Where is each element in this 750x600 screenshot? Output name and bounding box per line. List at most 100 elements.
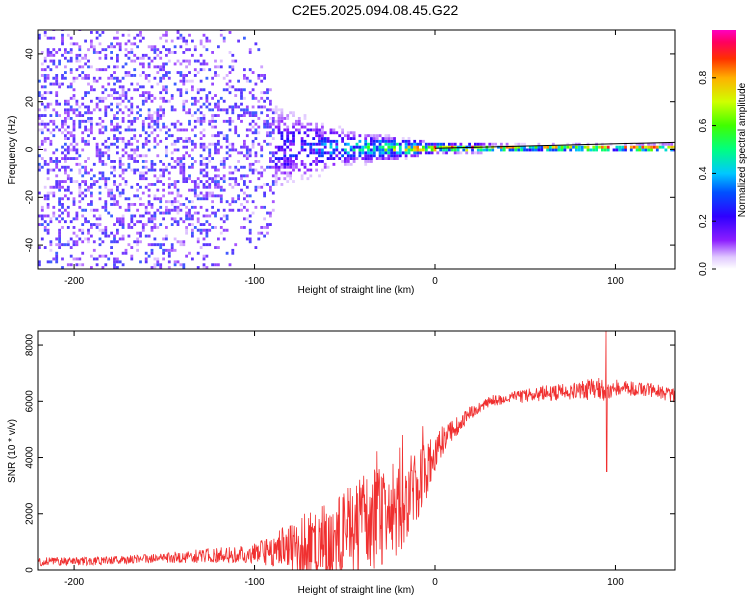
spectrogram-cell <box>240 177 243 181</box>
spectrogram-cell <box>217 114 220 117</box>
spectrogram-cell <box>271 108 275 112</box>
spectrogram-cell <box>321 154 324 158</box>
spectrogram-cell <box>318 148 321 152</box>
spectrogram-cell <box>159 223 163 226</box>
spectrogram-cell <box>234 168 238 172</box>
spectrogram-cell <box>537 148 541 152</box>
spectrogram-cell <box>257 131 261 135</box>
spectrogram-cell <box>629 148 633 152</box>
spectrogram-cell <box>208 177 212 181</box>
spectrogram-cell <box>107 154 111 158</box>
figure-title: C2E5.2025.094.08.45.G22 <box>292 2 459 18</box>
spectrogram-cell <box>55 260 59 264</box>
spectrogram-cell <box>193 226 197 229</box>
spectrogram-cell <box>130 203 134 206</box>
spectrogram-cell <box>55 99 59 103</box>
spectrogram-cell <box>370 160 373 163</box>
spectrogram-cell <box>271 165 275 169</box>
spectrogram-cell <box>352 137 356 140</box>
spectrogram-cell <box>248 114 252 117</box>
spectrogram-cell <box>251 139 255 143</box>
spectrogram-cell <box>92 162 96 166</box>
spectrogram-cell <box>202 263 206 267</box>
spectrogram-cell <box>182 102 186 106</box>
spectrogram-cell <box>46 203 50 206</box>
spectrogram-cell <box>182 180 186 183</box>
spectrogram-cell <box>156 177 160 181</box>
spectrogram-cell <box>116 260 119 264</box>
spectrogram-cell <box>72 137 76 140</box>
spectrogram-cell <box>78 65 82 69</box>
spectrogram-cell <box>81 131 85 135</box>
spectrogram-cell <box>286 131 290 135</box>
spectrogram-cell <box>95 180 99 183</box>
spectrogram-cell <box>188 139 191 143</box>
spectrogram-cell <box>40 74 44 77</box>
spectrogram-cell <box>66 117 70 120</box>
spectrogram-cell <box>248 162 252 166</box>
spectrogram-cell <box>217 151 220 155</box>
spectrogram-cell <box>266 231 269 235</box>
spectrogram-cell <box>182 240 186 244</box>
spectrogram-cell <box>549 145 552 149</box>
spectrogram-cell <box>390 157 393 160</box>
spectrogram-cell <box>69 71 73 74</box>
spectrogram-cell <box>75 148 79 152</box>
spectrogram-cell <box>101 231 105 235</box>
spectrogram-cell <box>260 154 264 158</box>
spectrogram-cell <box>390 148 393 152</box>
spectrogram-cell <box>113 114 116 117</box>
spectrogram-cell <box>621 145 624 149</box>
spectrogram-cell <box>297 168 301 172</box>
spectrogram-cell <box>419 151 422 155</box>
colorbar-tick-label: 0.2 <box>698 214 709 228</box>
y-tick-label: 4000 <box>25 446 36 469</box>
spectrogram-cell <box>81 137 85 140</box>
spectrogram-cell <box>141 171 145 175</box>
spectrogram-cell <box>274 168 278 172</box>
spectrogram-cell <box>312 160 316 163</box>
spectrogram-cell <box>300 160 304 163</box>
spectrogram-cell <box>185 111 188 115</box>
spectrogram-cell <box>121 33 125 37</box>
spectrogram-cell <box>341 128 344 132</box>
spectrogram-cell <box>118 205 122 209</box>
spectrogram-cell <box>49 260 53 264</box>
spectrogram-cell <box>375 157 379 160</box>
spectrogram-cell <box>179 171 183 175</box>
spectrogram-cell <box>133 240 137 244</box>
spectrogram-cell <box>341 154 344 158</box>
spectrogram-cell <box>251 211 255 215</box>
spectrogram-cell <box>219 177 223 181</box>
spectrogram-cell <box>92 183 96 186</box>
spectrogram-cell <box>72 125 76 129</box>
spectrogram-cell <box>344 142 347 146</box>
spectrogram-cell <box>176 137 180 140</box>
spectrogram-cell <box>237 105 240 109</box>
spectrogram-cell <box>165 33 168 37</box>
spectrogram-cell <box>90 39 93 43</box>
spectrogram-cell <box>191 79 194 83</box>
spectrogram-cell <box>170 183 174 186</box>
spectrogram-cell <box>393 157 396 160</box>
spectrogram-cell <box>225 145 229 149</box>
spectrogram-cell <box>205 99 209 103</box>
spectrogram-cell <box>40 165 44 169</box>
spectrogram-cell <box>170 191 174 195</box>
spectrogram-cell <box>69 82 73 86</box>
spectrogram-cell <box>407 145 411 149</box>
spectrogram-cell <box>113 76 116 80</box>
spectrogram-cell <box>280 145 284 149</box>
y-tick-label: 0 <box>25 146 36 152</box>
spectrogram-zero-trace <box>434 141 675 149</box>
spectrogram-cell <box>153 168 157 172</box>
spectrogram-cell <box>147 94 151 97</box>
spectrogram-cell <box>133 194 137 198</box>
spectrogram-cell <box>40 102 44 106</box>
spectrogram-cell <box>49 59 53 63</box>
spectrogram-cell <box>116 188 119 192</box>
spectrogram-cell <box>127 165 131 169</box>
spectrogram-cell <box>64 76 67 80</box>
spectrogram-cell <box>260 148 264 152</box>
